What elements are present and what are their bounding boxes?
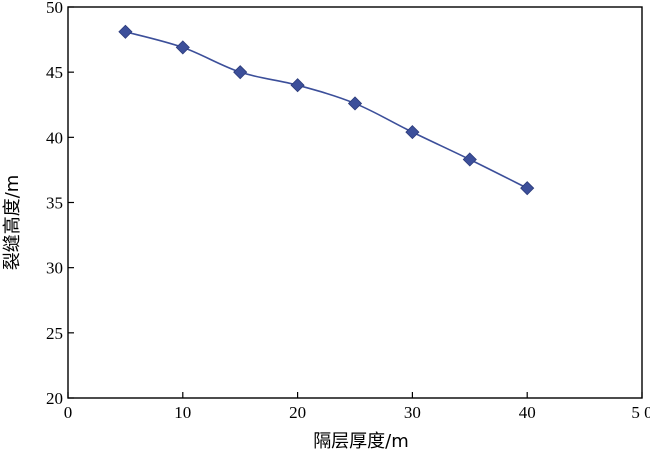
x-tick-label: 30 xyxy=(404,403,421,422)
data-point xyxy=(118,24,133,39)
x-tick-label: 40 xyxy=(519,403,536,422)
data-point xyxy=(290,78,305,93)
y-tick-label: 30 xyxy=(46,259,63,278)
y-axis-ticks: 20 25 30 35 40 45 50 xyxy=(46,0,74,408)
data-point xyxy=(233,65,248,80)
x-tick-label: 20 xyxy=(289,403,306,422)
x-axis-label: 隔层厚度/m xyxy=(313,431,409,452)
x-axis-ticks: 0 10 20 30 40 5 0 xyxy=(64,392,650,422)
y-axis-label: 裂缝高度/m xyxy=(2,175,23,271)
data-point xyxy=(405,125,420,140)
y-tick-label: 25 xyxy=(46,324,63,343)
data-point xyxy=(347,96,363,111)
y-tick-label: 35 xyxy=(46,194,63,213)
x-tick-label: 5 0 xyxy=(631,403,650,422)
y-tick-label: 45 xyxy=(46,63,63,82)
x-tick-label: 10 xyxy=(174,403,191,422)
y-tick-label: 40 xyxy=(46,128,63,147)
x-tick-label: 0 xyxy=(64,403,73,422)
series-markers xyxy=(118,24,535,196)
plot-frame xyxy=(67,6,643,399)
y-tick-label: 50 xyxy=(46,0,63,17)
series-line xyxy=(125,30,528,189)
data-point xyxy=(462,152,477,167)
data-point xyxy=(175,40,190,55)
data-point xyxy=(520,181,535,196)
y-tick-label: 20 xyxy=(46,389,63,408)
